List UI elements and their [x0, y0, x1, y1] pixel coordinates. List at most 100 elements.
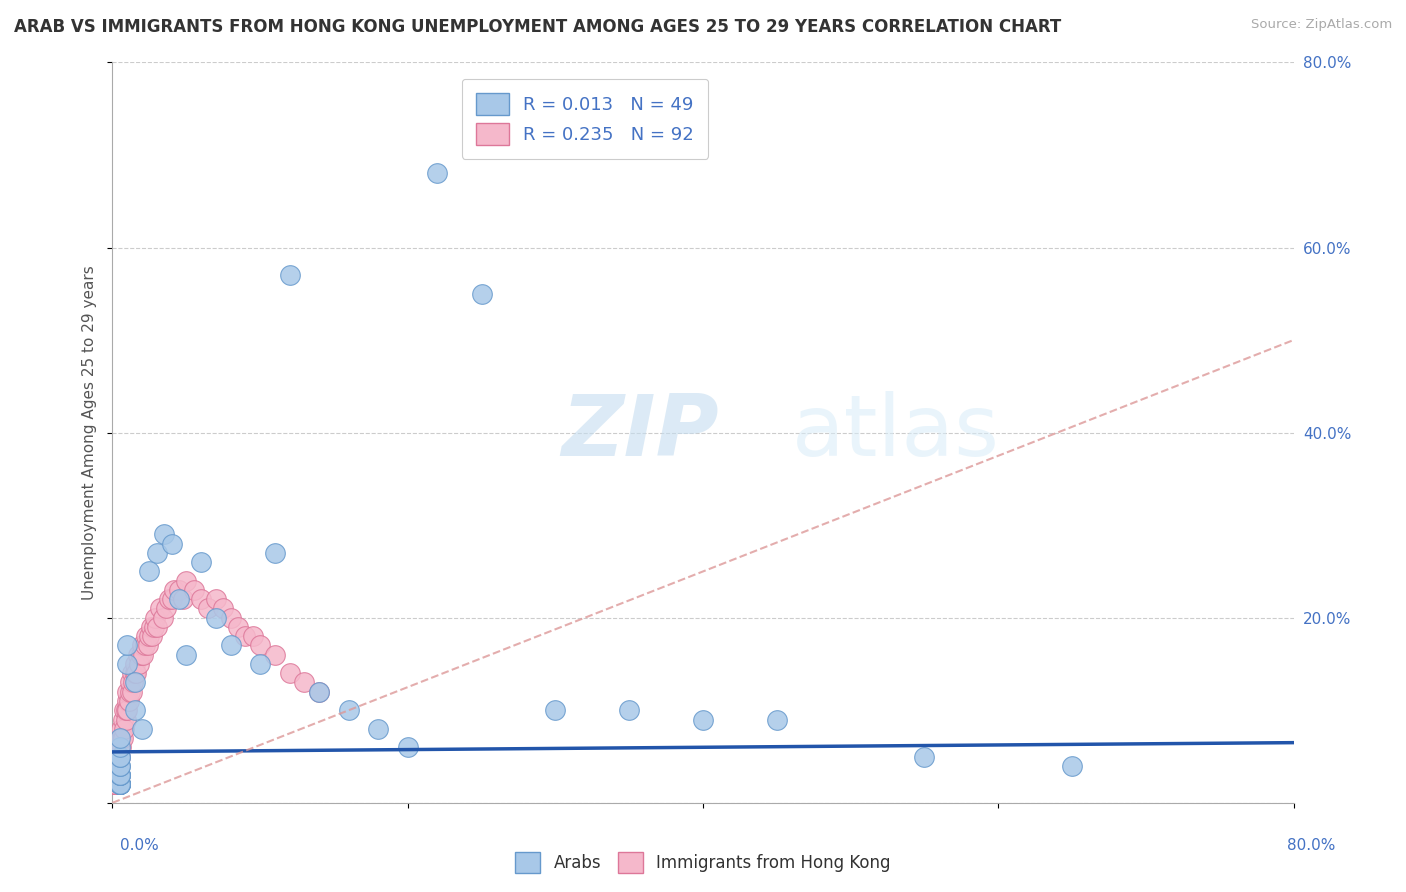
Point: [167, 582, 190, 597]
Point: [219, 639, 242, 653]
Point: [111, 713, 134, 727]
Point: [117, 685, 138, 699]
Legend: Arabs, Immigrants from Hong Kong: Arabs, Immigrants from Hong Kong: [509, 846, 897, 880]
Point: [108, 731, 131, 745]
Point: [136, 639, 159, 653]
Point: [138, 565, 160, 579]
Point: [264, 546, 287, 560]
Point: [396, 740, 419, 755]
Point: [155, 601, 177, 615]
Point: [114, 713, 136, 727]
Point: [104, 777, 127, 791]
Point: [692, 713, 714, 727]
Point: [212, 601, 235, 615]
Point: [105, 768, 128, 782]
Point: [278, 666, 301, 681]
Point: [226, 620, 249, 634]
Point: [544, 703, 567, 717]
Point: [197, 601, 219, 615]
Point: [108, 777, 131, 791]
Point: [107, 758, 129, 772]
Point: [117, 703, 138, 717]
Point: [108, 777, 131, 791]
Point: [121, 685, 143, 699]
Point: [249, 657, 271, 671]
Point: [107, 749, 129, 764]
Point: [152, 610, 174, 624]
Point: [160, 536, 183, 550]
Point: [153, 527, 176, 541]
Point: [132, 648, 155, 662]
Point: [131, 722, 153, 736]
Point: [278, 268, 301, 283]
Point: [108, 758, 131, 772]
Point: [249, 639, 271, 653]
Point: [146, 546, 169, 560]
Point: [104, 777, 127, 791]
Point: [914, 749, 936, 764]
Text: Source: ZipAtlas.com: Source: ZipAtlas.com: [1251, 18, 1392, 31]
Point: [110, 731, 132, 745]
Point: [104, 777, 127, 791]
Point: [108, 777, 131, 791]
Point: [104, 777, 127, 791]
Point: [426, 166, 449, 180]
Text: atlas: atlas: [792, 391, 1000, 475]
Point: [105, 758, 128, 772]
Point: [105, 768, 128, 782]
Point: [105, 758, 128, 772]
Point: [149, 601, 172, 615]
Point: [125, 666, 148, 681]
Point: [104, 777, 127, 791]
Point: [105, 758, 128, 772]
Point: [127, 648, 149, 662]
Point: [146, 620, 169, 634]
Point: [131, 639, 153, 653]
Point: [242, 629, 264, 643]
Point: [108, 731, 131, 745]
Point: [142, 620, 165, 634]
Point: [766, 713, 789, 727]
Point: [104, 777, 127, 791]
Point: [104, 777, 127, 791]
Point: [105, 768, 128, 782]
Point: [135, 629, 157, 643]
Point: [110, 722, 132, 736]
Point: [157, 592, 180, 607]
Point: [104, 777, 127, 791]
Point: [367, 722, 389, 736]
Point: [112, 722, 135, 736]
Legend: R = 0.013   N = 49, R = 0.235   N = 92: R = 0.013 N = 49, R = 0.235 N = 92: [461, 78, 709, 159]
Point: [108, 740, 131, 755]
Point: [1062, 758, 1084, 772]
Point: [104, 777, 127, 791]
Point: [141, 629, 163, 643]
Point: [163, 582, 186, 597]
Point: [337, 703, 360, 717]
Point: [174, 574, 197, 588]
Text: ARAB VS IMMIGRANTS FROM HONG KONG UNEMPLOYMENT AMONG AGES 25 TO 29 YEARS CORRELA: ARAB VS IMMIGRANTS FROM HONG KONG UNEMPL…: [14, 18, 1062, 36]
Point: [124, 675, 146, 690]
Point: [104, 777, 127, 791]
Point: [108, 777, 131, 791]
Point: [107, 749, 129, 764]
Point: [108, 768, 131, 782]
Point: [104, 777, 127, 791]
Point: [108, 777, 131, 791]
Point: [120, 675, 142, 690]
Text: 80.0%: 80.0%: [1288, 838, 1336, 854]
Point: [108, 777, 131, 791]
Point: [129, 648, 152, 662]
Point: [104, 777, 127, 791]
Point: [107, 749, 129, 764]
Point: [619, 703, 641, 717]
Point: [111, 731, 134, 745]
Point: [112, 703, 135, 717]
Point: [110, 740, 132, 755]
Point: [117, 694, 138, 708]
Point: [114, 703, 136, 717]
Point: [160, 592, 183, 607]
Point: [174, 648, 197, 662]
Point: [264, 648, 287, 662]
Point: [108, 777, 131, 791]
